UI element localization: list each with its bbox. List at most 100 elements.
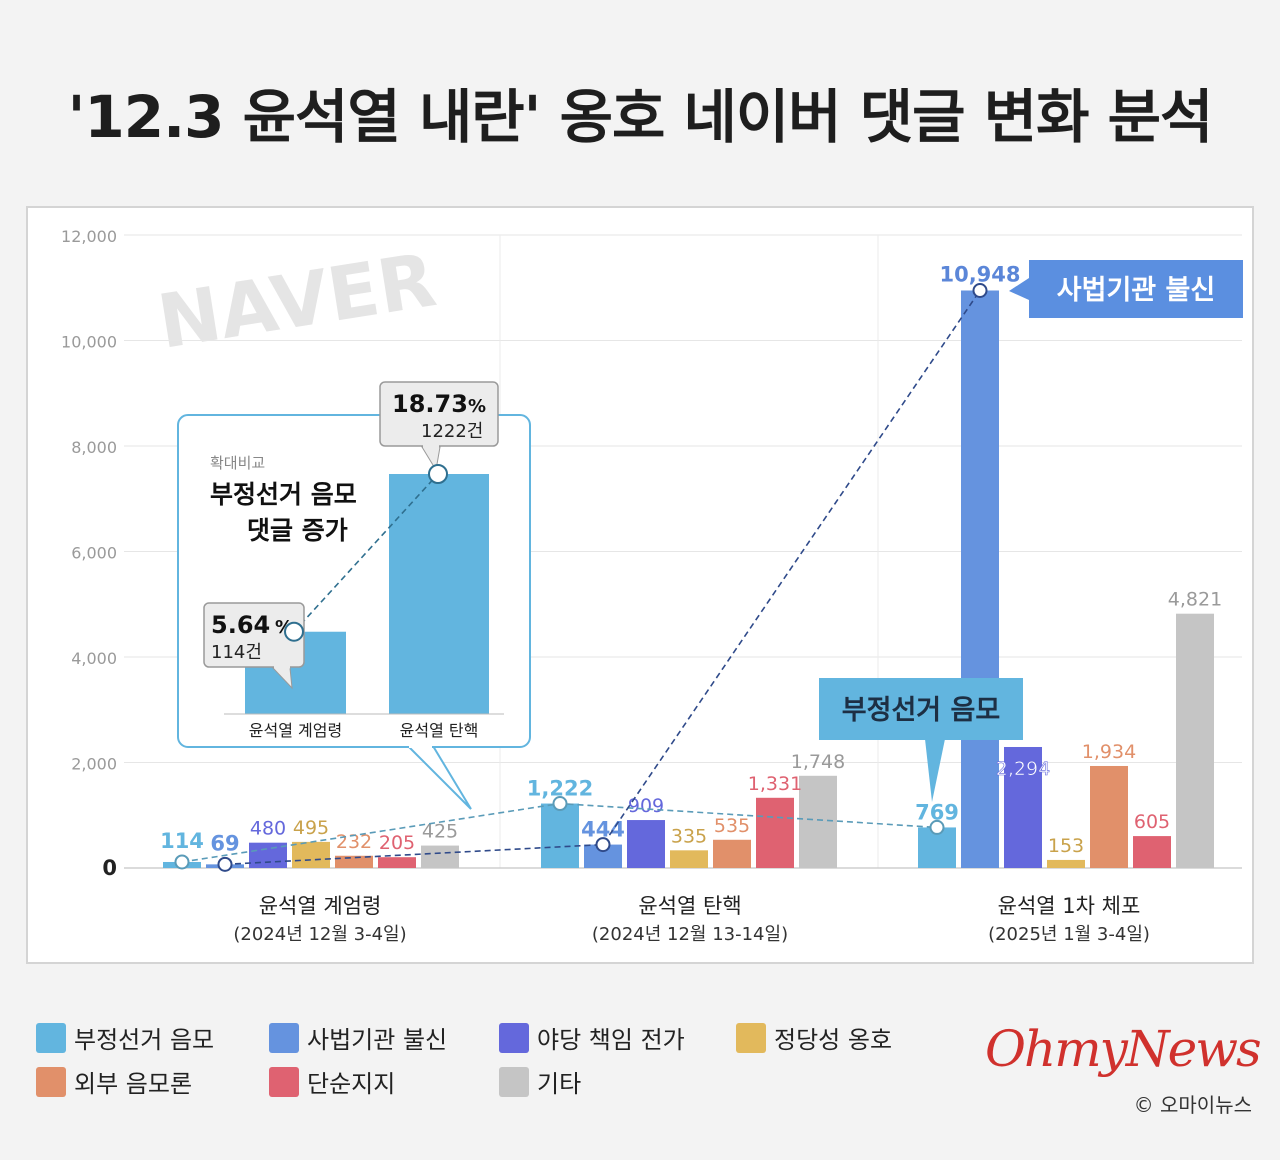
- data-label: 69: [210, 831, 239, 855]
- bar-정당성-옹호: [292, 841, 330, 868]
- data-label: 2,294: [996, 758, 1050, 780]
- bar-외부-음모론: [1090, 765, 1128, 868]
- legend-label: 정당성 옹호: [774, 1026, 893, 1054]
- bar-기타: [1176, 613, 1214, 868]
- data-label: 495: [293, 817, 329, 839]
- data-label: 114: [160, 829, 204, 853]
- percent-sign: %: [468, 396, 486, 417]
- y-tick-label: 10,000: [61, 333, 117, 352]
- legend-item: 외부 음모론: [36, 1064, 192, 1099]
- trend-line: [224, 290, 981, 866]
- y-tick-label: 0: [102, 856, 117, 880]
- x-category-date: (2025년 1월 3-4일): [988, 924, 1150, 945]
- inset-pointer: [407, 745, 472, 810]
- legend-swatch: [736, 1022, 766, 1053]
- legend-label: 단순지지: [307, 1070, 396, 1098]
- bar-기타: [421, 845, 459, 868]
- inset-tag: 확대비교: [210, 454, 265, 472]
- inset-x-label: 윤석열 탄핵: [400, 721, 479, 740]
- bar-야당-책임-전가: [627, 820, 665, 868]
- trend-marker: [217, 856, 233, 872]
- inset-percent-low: 5.64: [211, 611, 270, 639]
- data-label: 153: [1048, 835, 1084, 857]
- chart-panel: NAVER 12,000 10,000 8,000 6,000 4,000 2,000 0 11…: [26, 206, 1254, 964]
- legend-item: 야당 책임 전가: [499, 1020, 685, 1055]
- legend-swatch: [499, 1066, 529, 1097]
- callout-fraud-box: [819, 678, 1023, 740]
- trend-marker: [552, 796, 568, 812]
- inset-marker: [428, 464, 448, 484]
- data-label: 480: [250, 818, 286, 840]
- data-label: 4,821: [1168, 589, 1222, 611]
- data-label: 909: [628, 795, 664, 817]
- inset-count-high: 1222건: [421, 421, 483, 442]
- ohmynews-logo: OhmyNews: [985, 1020, 1262, 1078]
- legend-label: 외부 음모론: [74, 1070, 193, 1098]
- trend-marker: [929, 819, 945, 835]
- bar-단순지지: [1133, 836, 1171, 868]
- legend-label: 사법기관 불신: [307, 1026, 448, 1054]
- legend-label: 부정선거 음모: [74, 1026, 215, 1054]
- callout-pointer: [925, 739, 945, 802]
- y-tick-label: 8,000: [71, 438, 117, 457]
- legend-item: 정당성 옹호: [736, 1020, 892, 1055]
- inset-marker: [284, 621, 304, 642]
- x-category-label: 윤석열 계엄령: [259, 894, 382, 918]
- bar-정당성-옹호: [1047, 859, 1085, 868]
- y-tick-label: 4,000: [71, 649, 117, 668]
- bar-외부-음모론: [713, 839, 751, 868]
- y-tick-label: 12,000: [61, 227, 117, 246]
- trend-marker: [595, 837, 611, 853]
- x-category-date: (2024년 12월 13-14일): [592, 924, 788, 945]
- callout-pointer: [1009, 278, 1029, 300]
- data-label: 535: [714, 815, 750, 837]
- bar-야당-책임-전가: [249, 842, 287, 868]
- legend-item: 기타: [499, 1064, 581, 1099]
- x-category-label: 윤석열 탄핵: [638, 894, 741, 918]
- data-label: 425: [422, 821, 458, 843]
- legend-swatch: [499, 1022, 529, 1053]
- y-tick-label: 2,000: [71, 755, 117, 774]
- bar-단순지지: [756, 797, 794, 868]
- data-label: 605: [1134, 811, 1170, 833]
- data-label: 1,934: [1082, 741, 1136, 763]
- data-label: 205: [379, 832, 415, 854]
- naver-watermark: NAVER: [152, 237, 441, 366]
- inset-count-low: 114건: [211, 642, 262, 663]
- data-label: 1,748: [791, 751, 845, 773]
- y-tick-label: 6,000: [71, 544, 117, 563]
- callout-fraud-text: 부정선거 음모: [842, 695, 1000, 726]
- legend-swatch: [36, 1022, 66, 1053]
- inset-title-line2: 댓글 증가: [247, 516, 348, 545]
- inset-percent-high: 18.73: [392, 390, 468, 418]
- callout-judiciary-box: [1029, 260, 1243, 318]
- bar-단순지지: [378, 857, 416, 868]
- copyright-text: © 오마이뉴스: [1133, 1093, 1252, 1117]
- inset-x-label: 윤석열 계엄령: [249, 721, 342, 740]
- legend-swatch: [36, 1066, 66, 1097]
- legend-label: 기타: [537, 1070, 582, 1098]
- bar-사법기관-불신: [584, 844, 622, 868]
- bar-사법기관-불신: [961, 290, 999, 868]
- bar-야당-책임-전가: [1004, 746, 1042, 868]
- data-label: 1,331: [748, 773, 802, 795]
- inset-bar: [389, 474, 489, 714]
- legend-item: 단순지지: [269, 1064, 395, 1099]
- bar-기타: [799, 775, 837, 868]
- bar-부정선거-음모: [541, 803, 579, 868]
- trend-marker: [174, 854, 190, 870]
- inset-title-line1: 부정선거 음모: [210, 480, 357, 509]
- legend-swatch: [269, 1022, 299, 1053]
- legend-item: 부정선거 음모: [36, 1020, 214, 1055]
- legend-label: 야당 책임 전가: [537, 1026, 685, 1054]
- legend-swatch: [269, 1066, 299, 1097]
- trend-marker: [972, 282, 988, 298]
- x-category-label: 윤석열 1차 체포: [998, 894, 1141, 918]
- chart-title: '12.3 윤석열 내란' 옹호 네이버 댓글 변화 분석: [67, 83, 1214, 151]
- callout-judiciary-text: 사법기관 불신: [1057, 275, 1215, 306]
- data-label: 335: [671, 825, 707, 847]
- inset-trend-line: [293, 473, 439, 633]
- legend-item: 사법기관 불신: [269, 1020, 447, 1055]
- bar-정당성-옹호: [670, 850, 708, 868]
- data-label: 10,948: [939, 262, 1020, 286]
